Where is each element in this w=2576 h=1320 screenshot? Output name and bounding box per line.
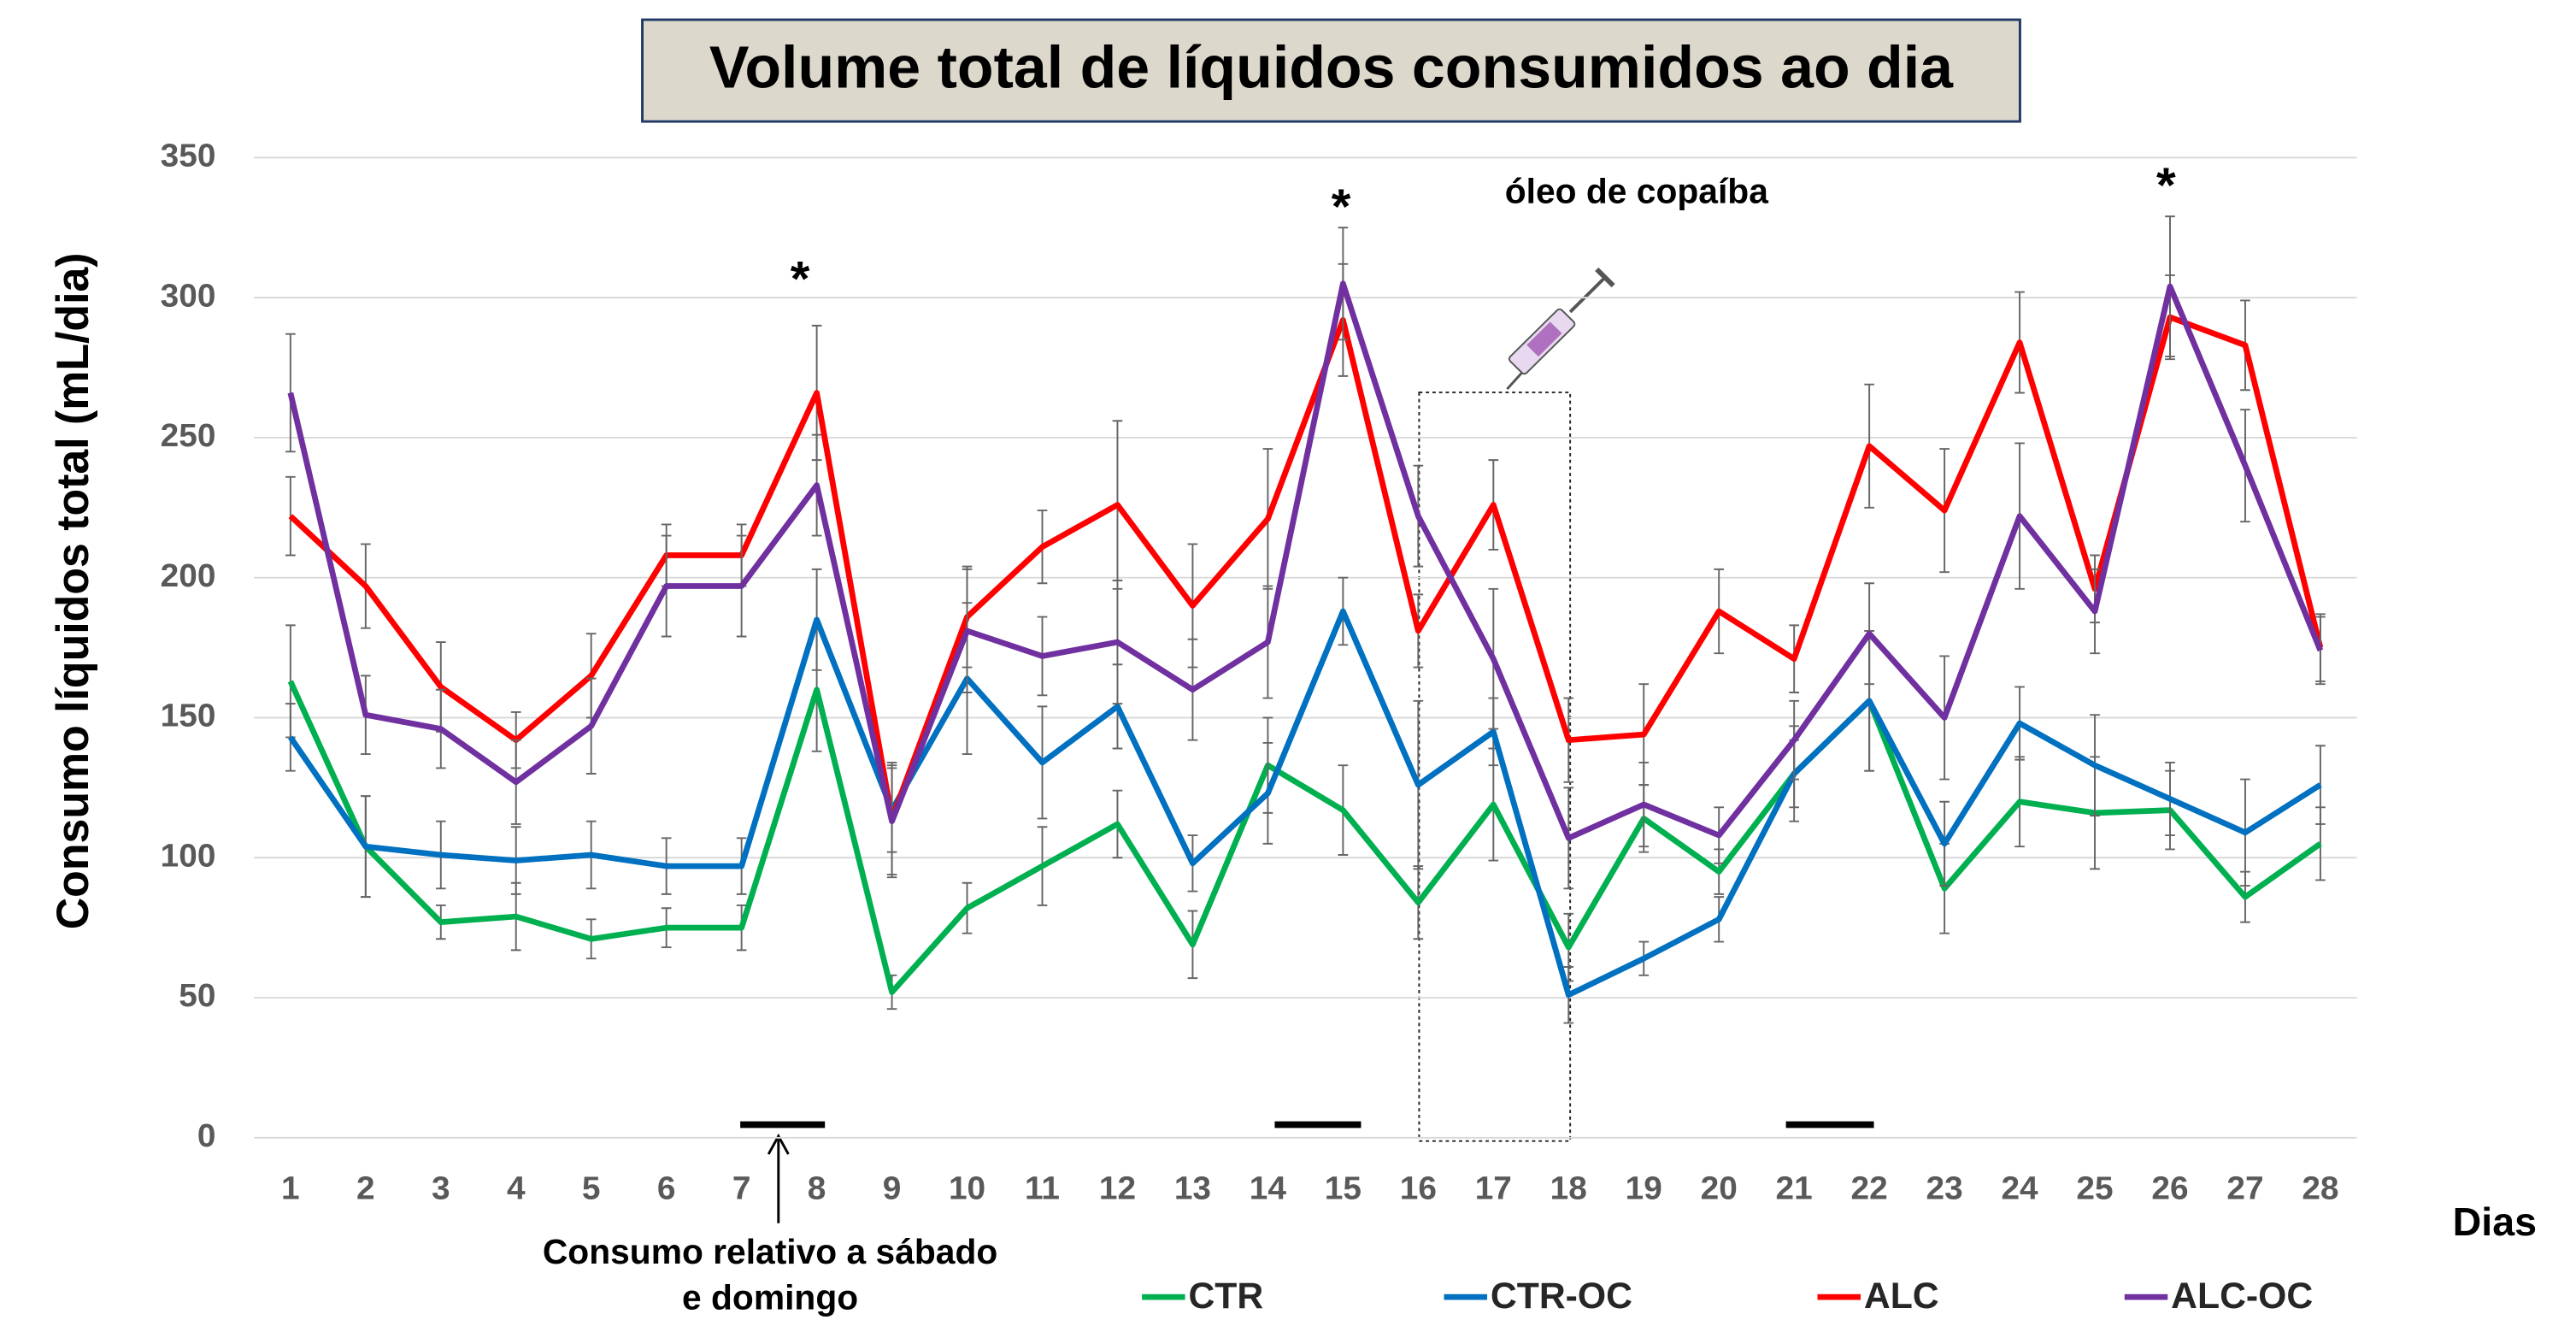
syringe-icon [1507, 269, 1613, 389]
x-tick-label: 23 [1926, 1170, 1963, 1207]
y-tick-label: 200 [161, 557, 216, 594]
x-tick-label: 26 [2151, 1170, 2188, 1207]
x-tick-label: 24 [2001, 1170, 2038, 1207]
y-tick-label: 350 [161, 138, 216, 174]
legend-label: CTR [1188, 1276, 1263, 1317]
x-tick-label: 22 [1851, 1170, 1888, 1207]
annotation: Consumo relativo a sábado [543, 1232, 997, 1271]
x-tick-label: 6 [657, 1170, 676, 1207]
data-line [291, 284, 2320, 839]
x-tick-label: 21 [1776, 1170, 1813, 1207]
x-tick-label: 19 [1626, 1170, 1662, 1207]
y-tick-label: 150 [161, 698, 216, 734]
x-tick-label: 17 [1475, 1170, 1512, 1207]
annotation: * [1332, 180, 1351, 234]
x-tick-label: 4 [507, 1170, 526, 1207]
y-tick-label: 100 [161, 838, 216, 875]
x-tick-label: 2 [356, 1170, 375, 1207]
legend-label: ALC [1864, 1276, 1939, 1317]
x-tick-label: 16 [1400, 1170, 1437, 1207]
x-tick-label: 13 [1174, 1170, 1211, 1207]
x-tick-label: 20 [1701, 1170, 1738, 1207]
chart: Volume total de líquidos consumidos ao d… [0, 0, 2576, 1320]
x-tick-label: 18 [1550, 1170, 1587, 1207]
x-tick-label: 12 [1099, 1170, 1136, 1207]
legend-label: ALC-OC [2171, 1276, 2313, 1317]
x-tick-label: 9 [883, 1170, 902, 1207]
chart-title: Volume total de líquidos consumidos ao d… [709, 34, 1955, 101]
legend-label: CTR-OC [1491, 1276, 1632, 1317]
x-tick-label: 7 [732, 1170, 751, 1207]
y-tick-label: 0 [197, 1117, 216, 1154]
x-tick-label: 5 [582, 1170, 601, 1207]
x-tick-label: 11 [1025, 1170, 1060, 1207]
y-tick-label: 50 [179, 977, 215, 1014]
x-tick-label: 28 [2302, 1170, 2338, 1207]
annotation: e domingo [682, 1278, 858, 1317]
x-tick-label: 3 [432, 1170, 450, 1207]
x-tick-label: 15 [1325, 1170, 1362, 1207]
x-axis-label: Dias [2453, 1199, 2537, 1244]
x-tick-label: 8 [808, 1170, 826, 1207]
x-tick-label: 25 [2076, 1170, 2113, 1207]
x-tick-label: 10 [949, 1170, 985, 1207]
y-tick-label: 300 [161, 277, 216, 314]
x-tick-label: 14 [1250, 1170, 1287, 1207]
x-tick-label: 1 [281, 1170, 300, 1207]
x-tick-label: 27 [2226, 1170, 2263, 1207]
y-axis-label: Consumo líquidos total (mL/dia) [49, 252, 98, 929]
annotation: óleo de copaíba [1505, 171, 1769, 210]
y-tick-label: 250 [161, 417, 216, 454]
annotation: * [2156, 158, 2176, 213]
